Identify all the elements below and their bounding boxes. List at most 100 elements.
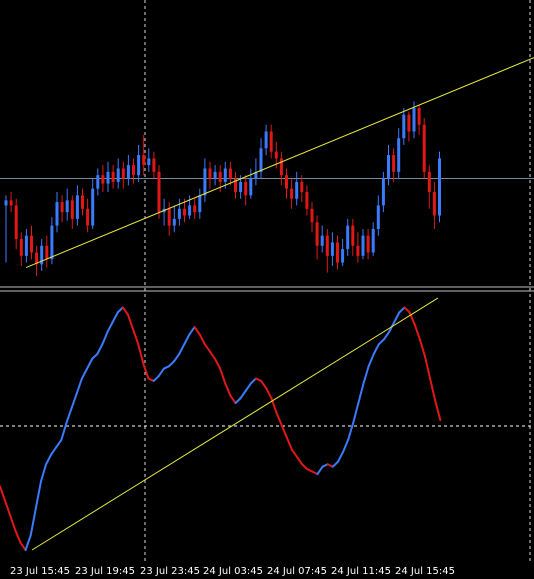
candle-body	[213, 171, 217, 179]
candle-body	[249, 178, 253, 196]
oscillator-segment	[249, 377, 257, 385]
oscillator-segment	[367, 353, 375, 368]
time-tick-label: 23 Jul 23:45	[140, 566, 200, 577]
oscillator-segment	[137, 343, 145, 365]
oscillator-segment	[347, 421, 355, 441]
oscillator-segment	[301, 463, 309, 471]
time-tick-label: 23 Jul 19:45	[75, 566, 135, 577]
oscillator-segment	[429, 377, 437, 402]
oscillator-segment	[132, 328, 140, 346]
oscillator-segment	[403, 306, 411, 314]
candle-body	[30, 235, 33, 253]
candle-body	[392, 155, 396, 172]
candle-body	[183, 208, 186, 216]
candle-body	[35, 252, 39, 265]
candle-body	[60, 202, 64, 213]
oscillator-segment	[34, 480, 42, 510]
candle-body	[4, 200, 8, 206]
oscillator-segment	[70, 392, 78, 409]
candle-body	[234, 178, 237, 192]
oscillator-segment	[75, 377, 83, 395]
candle-body	[14, 205, 18, 240]
candle-body	[315, 222, 319, 246]
candle-body	[70, 200, 74, 219]
time-tick-label: 24 Jul 11:45	[331, 566, 391, 577]
oscillator-panel[interactable]	[0, 297, 534, 551]
oscillator-segment	[342, 438, 350, 453]
candle-body	[264, 131, 268, 149]
candle-body	[172, 218, 176, 226]
candle-body	[167, 208, 171, 226]
price-trendline[interactable]	[25, 57, 534, 269]
candle-body	[137, 155, 141, 176]
oscillator-segment	[219, 367, 227, 385]
oscillator-segment	[167, 360, 176, 368]
oscillator-segment	[111, 311, 119, 324]
candle-body	[188, 205, 192, 216]
candle-body	[300, 181, 304, 192]
oscillator-segment	[80, 367, 89, 380]
candle-body	[65, 200, 69, 213]
oscillator-segment	[275, 411, 283, 427]
oscillator-segment	[29, 507, 37, 537]
oscillator-segment	[101, 330, 109, 346]
oscillator-segment	[14, 529, 22, 544]
oscillator-segment	[418, 338, 426, 358]
candle-body	[75, 195, 79, 219]
candle-body	[254, 171, 258, 179]
candle-body	[381, 178, 385, 206]
candle-body	[193, 205, 197, 213]
oscillator-segment	[331, 460, 339, 468]
candle-body	[218, 171, 222, 182]
oscillator-segment	[116, 306, 124, 314]
candle-body	[142, 155, 146, 166]
oscillator-segment	[413, 323, 421, 341]
candle-body	[116, 168, 120, 182]
oscillator-segment	[357, 382, 365, 404]
candle-body	[55, 202, 59, 226]
oscillator-segment	[19, 541, 27, 551]
oscillator-segment	[173, 353, 181, 363]
candle-body	[305, 192, 309, 209]
candle-body	[438, 158, 441, 216]
candle-body	[208, 168, 212, 179]
candle-body	[407, 114, 411, 132]
candle-body	[239, 181, 243, 192]
price-panel[interactable]	[0, 57, 534, 276]
oscillator-segment	[280, 424, 288, 439]
candle-body	[19, 239, 23, 256]
candle-body	[111, 171, 115, 182]
oscillator-segment	[127, 313, 135, 331]
candle-body	[269, 131, 273, 152]
time-tick-label: 24 Jul 07:45	[267, 566, 327, 577]
oscillator-segment	[214, 357, 222, 370]
candle-body	[310, 208, 314, 223]
oscillator-segment	[352, 402, 360, 424]
oscillator-segment	[142, 362, 150, 380]
candle-body	[432, 192, 436, 216]
candle-body	[121, 168, 125, 179]
candle-body	[387, 155, 390, 179]
oscillator-segment	[434, 399, 442, 422]
oscillator-trendline[interactable]	[31, 297, 439, 551]
oscillator-segment	[285, 436, 293, 451]
candle-body	[402, 114, 406, 139]
candle-body	[346, 225, 350, 250]
candle-body	[417, 108, 421, 125]
candle-body	[177, 208, 181, 219]
candle-body	[259, 148, 263, 172]
candle-body	[341, 249, 345, 263]
oscillator-segment	[106, 321, 114, 333]
time-tick-label: 24 Jul 15:45	[395, 566, 455, 577]
oscillator-segment	[239, 389, 247, 400]
candle-body	[274, 151, 278, 159]
candle-body	[279, 158, 283, 176]
oscillator-segment	[377, 338, 385, 346]
candle-body	[351, 225, 355, 246]
oscillator-segment	[60, 421, 68, 441]
oscillator-segment	[183, 333, 191, 346]
oscillator-segment	[198, 333, 206, 346]
candle-body	[290, 188, 294, 199]
